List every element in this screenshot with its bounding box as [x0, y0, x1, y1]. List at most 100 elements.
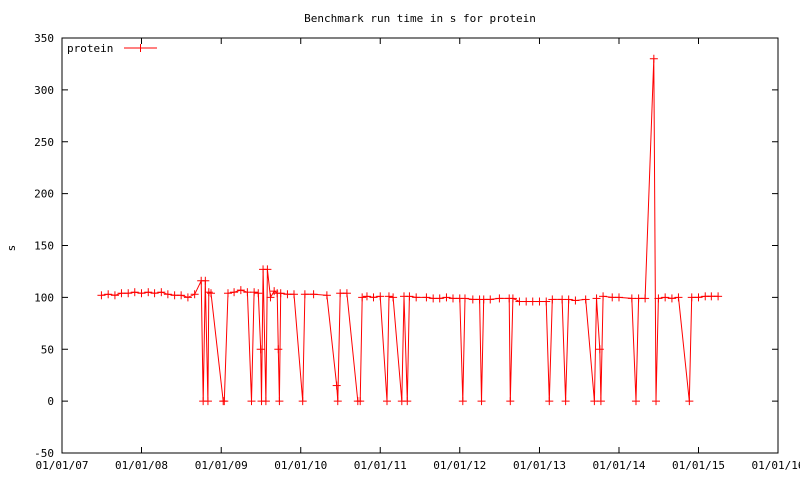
data-point — [300, 290, 309, 299]
data-point — [506, 397, 515, 406]
data-point — [369, 293, 378, 302]
data-point — [243, 288, 252, 297]
x-tick-label: 01/01/08 — [115, 459, 168, 472]
data-point — [203, 397, 212, 406]
data-point — [661, 293, 670, 302]
data-point — [627, 294, 636, 303]
data-point — [263, 265, 272, 274]
data-point — [435, 294, 444, 303]
data-point — [266, 293, 275, 302]
data-point — [667, 294, 676, 303]
data-point — [137, 289, 146, 298]
data-point — [117, 289, 126, 298]
data-point — [654, 294, 663, 303]
data-point — [333, 397, 342, 406]
y-tick-label: 0 — [47, 395, 54, 408]
data-point — [322, 291, 331, 300]
data-point — [157, 288, 166, 297]
data-point — [412, 293, 421, 302]
data-point — [250, 288, 259, 297]
y-tick-label: 100 — [34, 291, 54, 304]
data-point — [596, 397, 605, 406]
x-tick-label: 01/01/11 — [354, 459, 407, 472]
data-point — [206, 289, 215, 298]
data-point — [707, 292, 716, 301]
data-point — [97, 291, 106, 300]
data-point — [685, 397, 694, 406]
data-point — [254, 289, 263, 298]
data-point — [382, 397, 391, 406]
data-point — [674, 293, 683, 302]
data-point — [309, 290, 318, 299]
y-axis-label: s — [5, 245, 18, 252]
data-point — [130, 288, 139, 297]
data-point — [599, 292, 608, 301]
data-point — [687, 293, 696, 302]
data-point — [442, 293, 451, 302]
data-point — [376, 292, 385, 301]
data-point — [358, 293, 367, 302]
data-point — [631, 397, 640, 406]
data-point — [220, 397, 229, 406]
data-point — [649, 54, 658, 63]
data-point — [356, 397, 365, 406]
x-tick-label: 01/01/10 — [274, 459, 327, 472]
x-tick-label: 01/01/16 — [752, 459, 800, 472]
data-point — [581, 295, 590, 304]
data-point — [223, 289, 232, 298]
data-point — [614, 293, 623, 302]
data-point — [362, 292, 371, 301]
y-tick-label: 150 — [34, 240, 54, 253]
plot-frame — [61, 37, 779, 454]
y-tick-label: 350 — [34, 32, 54, 45]
series-line-protein — [101, 58, 719, 402]
data-point — [545, 397, 554, 406]
data-point — [652, 397, 661, 406]
y-tick-label: 250 — [34, 136, 54, 149]
data-point — [289, 290, 298, 299]
data-point — [236, 286, 245, 295]
data-point — [256, 345, 265, 354]
series-layer — [97, 54, 723, 406]
x-axis: 01/01/07 01/01/08 01/01/09 01/01/10 01/01/11… — [36, 38, 800, 472]
data-point — [298, 397, 307, 406]
y-tick-label: 300 — [34, 84, 54, 97]
data-point — [190, 290, 199, 299]
data-point — [405, 292, 414, 301]
x-tick-label: 01/01/12 — [433, 459, 486, 472]
data-point — [508, 294, 517, 303]
data-point — [332, 381, 341, 390]
data-point — [548, 295, 557, 304]
data-point — [389, 293, 398, 302]
data-point — [468, 295, 477, 304]
x-tick-label: 01/01/09 — [195, 459, 248, 472]
data-point — [274, 345, 283, 354]
data-point — [595, 345, 604, 354]
data-point — [495, 294, 504, 303]
x-tick-label: 01/01/14 — [592, 459, 645, 472]
data-point — [275, 397, 284, 406]
data-point — [384, 292, 393, 301]
data-point — [535, 297, 544, 306]
legend-label-protein: protein — [67, 42, 113, 55]
data-point — [449, 294, 458, 303]
data-point — [694, 293, 703, 302]
data-point — [403, 397, 412, 406]
data-point — [124, 289, 133, 298]
data-point — [460, 294, 469, 303]
data-point — [561, 397, 570, 406]
data-point — [163, 290, 172, 299]
data-point — [247, 397, 256, 406]
data-point — [177, 291, 186, 300]
data-point — [150, 289, 159, 298]
data-point — [458, 397, 467, 406]
data-point — [486, 295, 495, 304]
chart-title: Benchmark run time in s for protein — [304, 12, 536, 25]
x-tick-label: 01/01/15 — [672, 459, 725, 472]
data-point — [342, 289, 351, 298]
data-point — [276, 289, 285, 298]
data-point — [528, 297, 537, 306]
data-point — [183, 293, 192, 302]
